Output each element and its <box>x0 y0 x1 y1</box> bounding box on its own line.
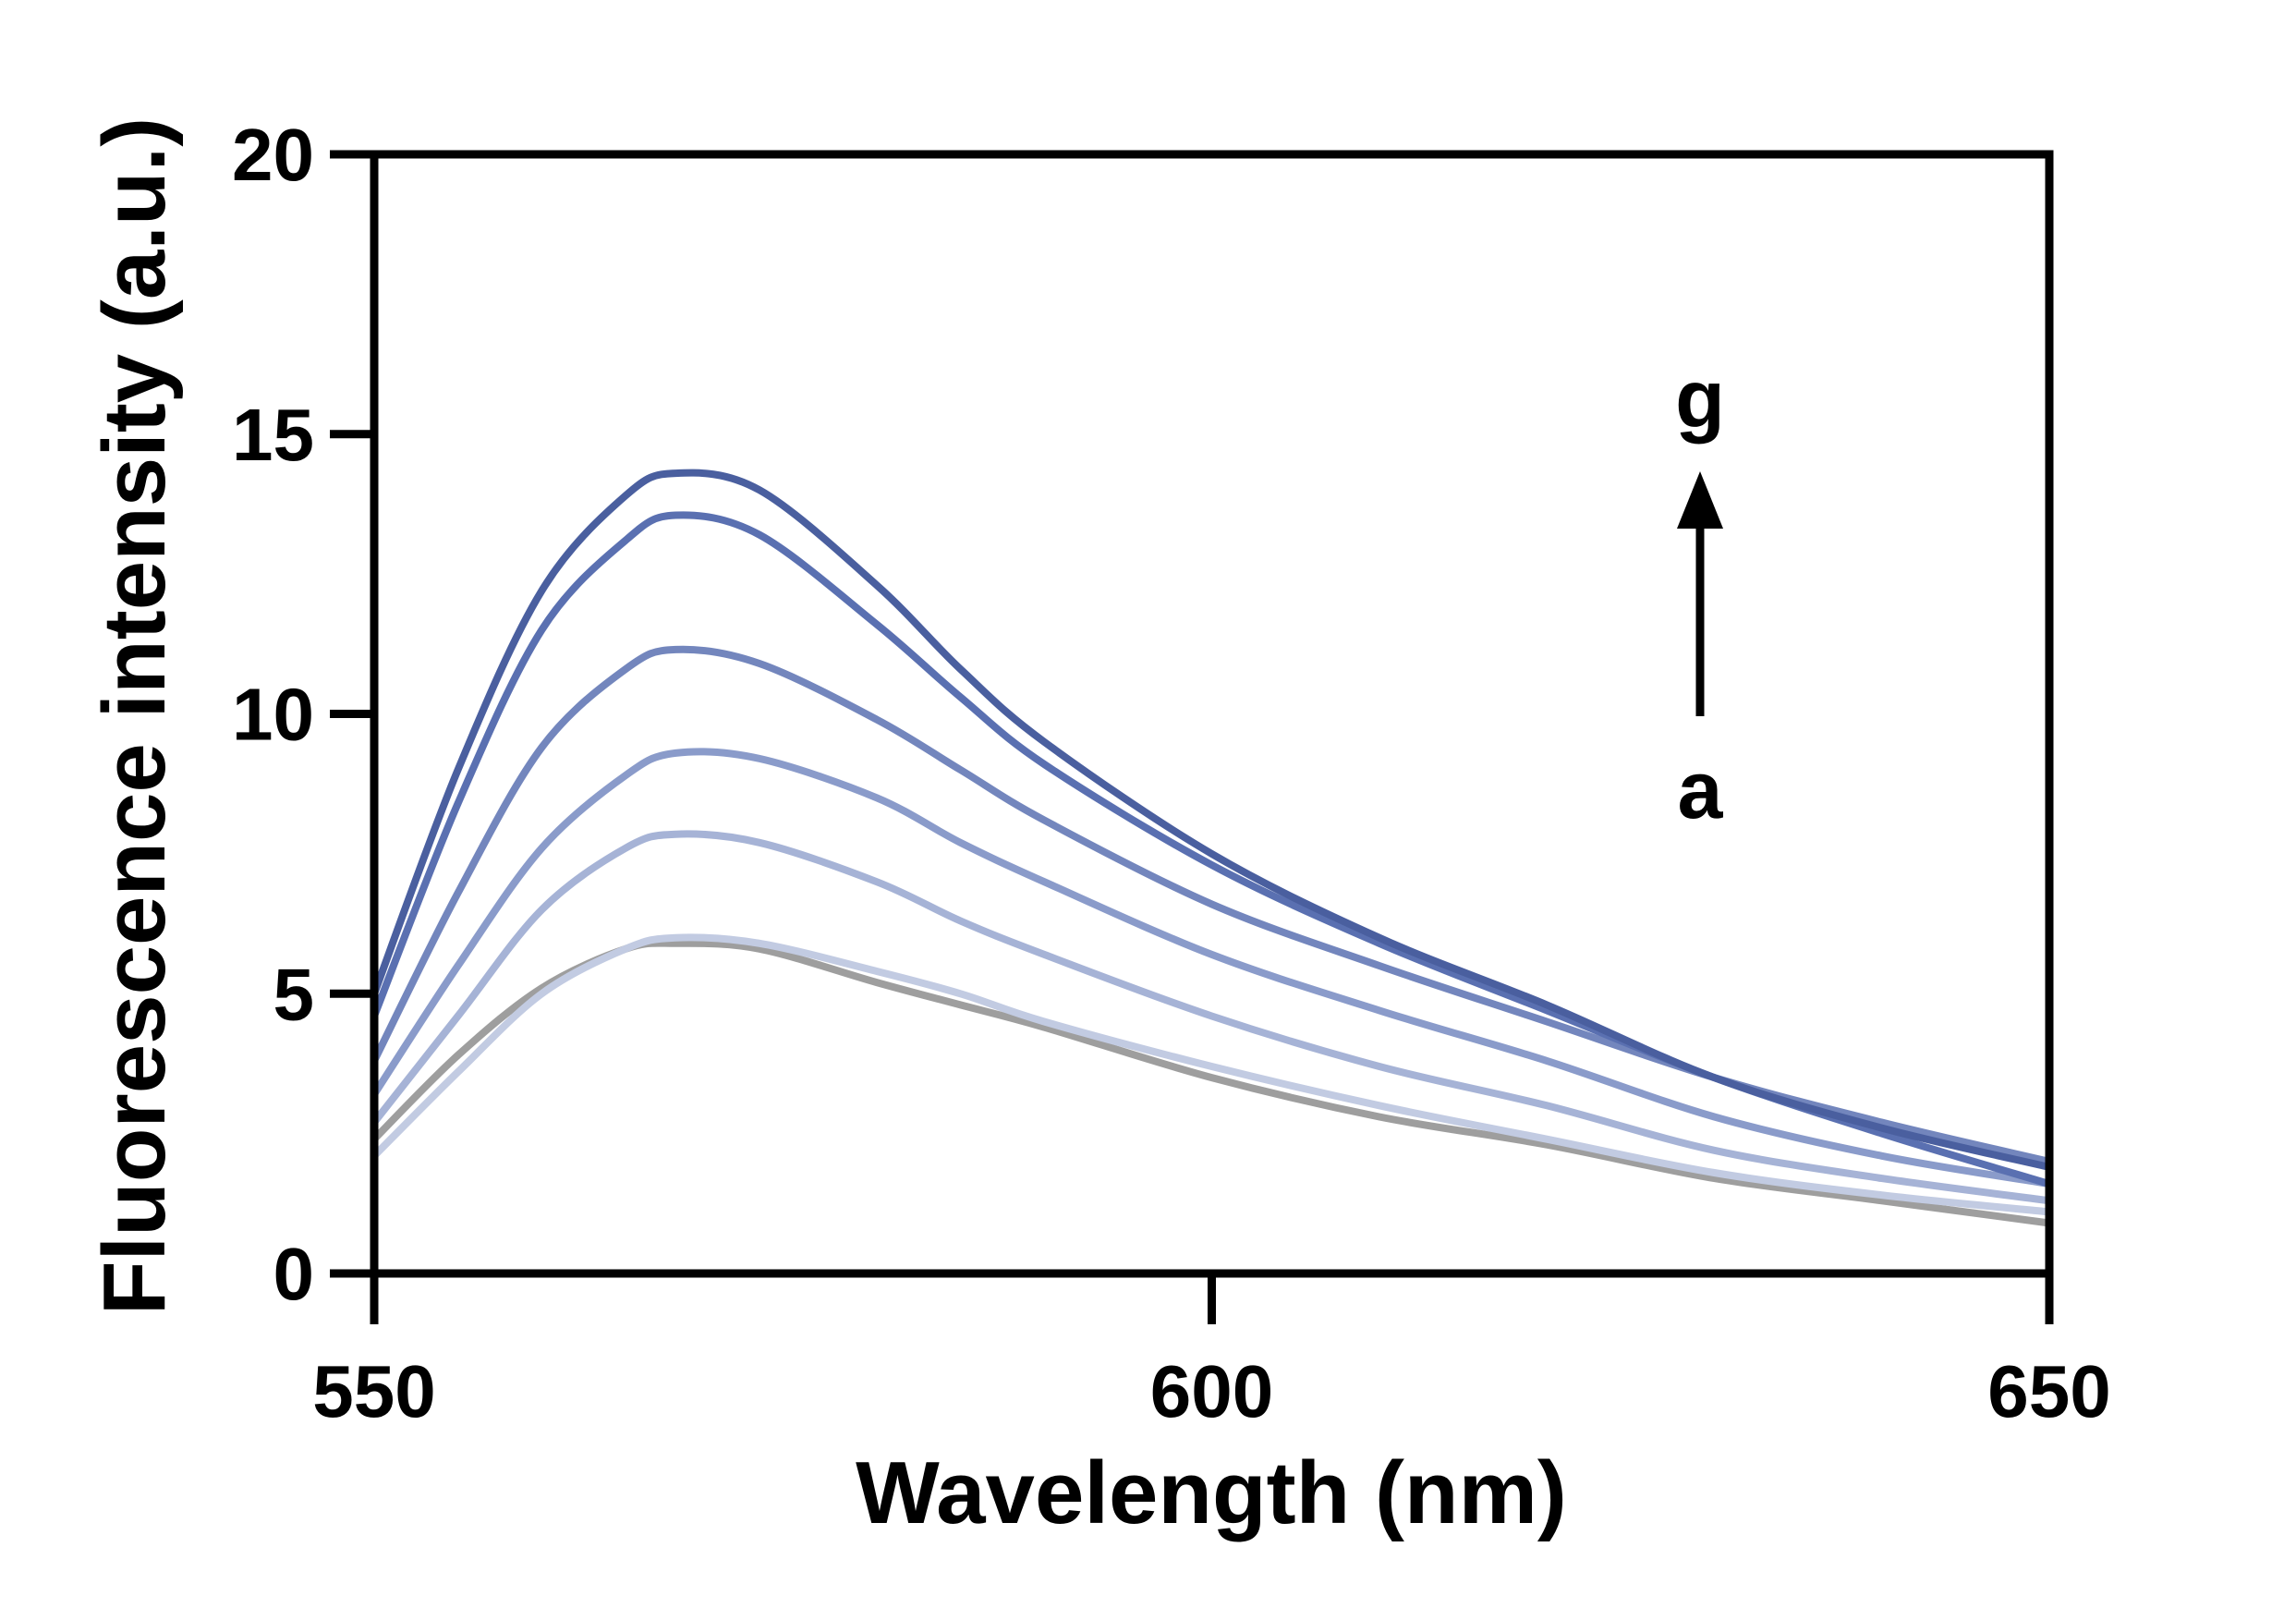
annotation-bottom-label: a <box>1678 744 1724 835</box>
y-tick-label-5: 5 <box>273 953 315 1035</box>
series-line-1 <box>371 939 2053 1227</box>
y-tick-label-0: 0 <box>273 1233 315 1315</box>
x-tick-label-600: 600 <box>1150 1350 1273 1432</box>
series-line-5 <box>371 645 2053 1165</box>
series-line-7 <box>371 469 2053 1171</box>
x-axis-title: Wavelength (nm) <box>856 1444 1567 1542</box>
x-tick-label-650: 650 <box>1987 1350 2110 1432</box>
series-line-3 <box>371 830 2053 1205</box>
y-tick-label-10: 10 <box>232 674 314 756</box>
y-tick-label-15: 15 <box>232 394 314 476</box>
x-tick-label-550: 550 <box>312 1350 435 1432</box>
series-line-4 <box>371 748 2053 1188</box>
annotation-top-label: g <box>1675 353 1725 445</box>
y-tick-label-20: 20 <box>232 114 314 196</box>
annotation-arrow-head <box>1677 471 1723 529</box>
series-layer <box>371 469 2053 1227</box>
y-axis-title: Fluorescence intensity (a.u.) <box>85 117 184 1315</box>
series-line-2 <box>371 933 2053 1216</box>
ticks-layer: 0 5 10 15 20 550 600 650 <box>232 114 2111 1432</box>
